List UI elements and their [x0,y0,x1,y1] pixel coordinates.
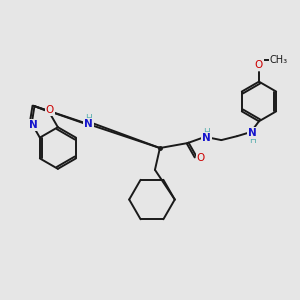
Text: H: H [203,128,210,137]
Text: H: H [85,114,92,123]
Text: O: O [196,153,205,163]
Text: O: O [46,105,54,115]
Text: O: O [255,60,263,70]
Text: N: N [248,128,256,138]
Text: N: N [202,133,211,143]
Text: N: N [84,118,93,128]
Text: H: H [249,136,255,145]
Text: N: N [28,120,37,130]
Text: CH₃: CH₃ [270,55,288,65]
